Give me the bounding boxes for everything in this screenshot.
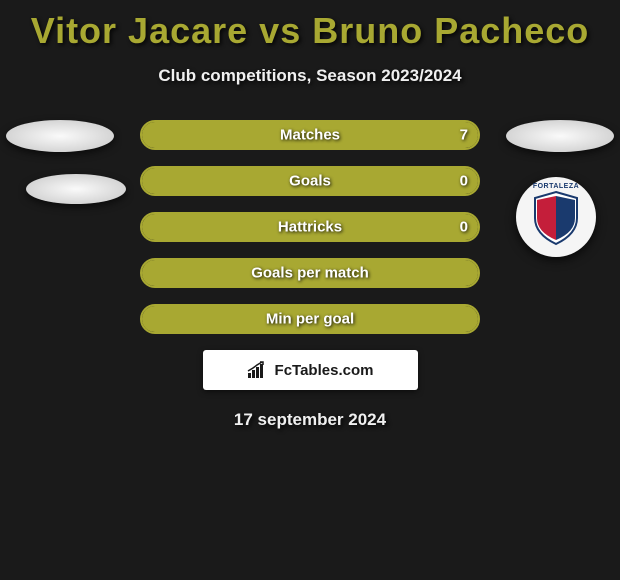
stats-container: Matches 7 Goals 0 Hattricks 0 Goals per match M… xyxy=(140,120,480,334)
stat-bar-min-per-goal: Min per goal xyxy=(140,304,480,334)
stat-bar-goals-per-match: Goals per match xyxy=(140,258,480,288)
chart-icon xyxy=(247,361,269,379)
stat-label: Matches xyxy=(280,127,340,144)
club-name-text: FORTALEZA xyxy=(533,183,579,190)
stat-value-right: 0 xyxy=(460,219,468,236)
stat-label: Goals per match xyxy=(251,265,369,282)
fortaleza-shield-icon xyxy=(531,188,581,246)
stat-label: Min per goal xyxy=(266,311,354,328)
left-player-badges xyxy=(6,120,126,226)
left-badge-ellipse-1 xyxy=(6,120,114,152)
stat-label: Hattricks xyxy=(278,219,342,236)
right-club-badge: FORTALEZA xyxy=(516,177,596,257)
subtitle: Club competitions, Season 2023/2024 xyxy=(0,66,620,86)
stat-label: Goals xyxy=(289,173,331,190)
stat-bar-matches: Matches 7 xyxy=(140,120,480,150)
stat-value-right: 0 xyxy=(460,173,468,190)
stat-value-right: 7 xyxy=(460,127,468,144)
right-player-badges: FORTALEZA xyxy=(506,120,614,257)
left-badge-ellipse-2 xyxy=(26,174,126,204)
stat-bar-hattricks: Hattricks 0 xyxy=(140,212,480,242)
page-title: Vitor Jacare vs Bruno Pacheco xyxy=(0,0,620,52)
right-badge-ellipse xyxy=(506,120,614,152)
branding-box: FcTables.com xyxy=(203,350,418,390)
branding-text: FcTables.com xyxy=(275,362,374,379)
stat-bar-goals: Goals 0 xyxy=(140,166,480,196)
date-text: 17 september 2024 xyxy=(0,410,620,430)
